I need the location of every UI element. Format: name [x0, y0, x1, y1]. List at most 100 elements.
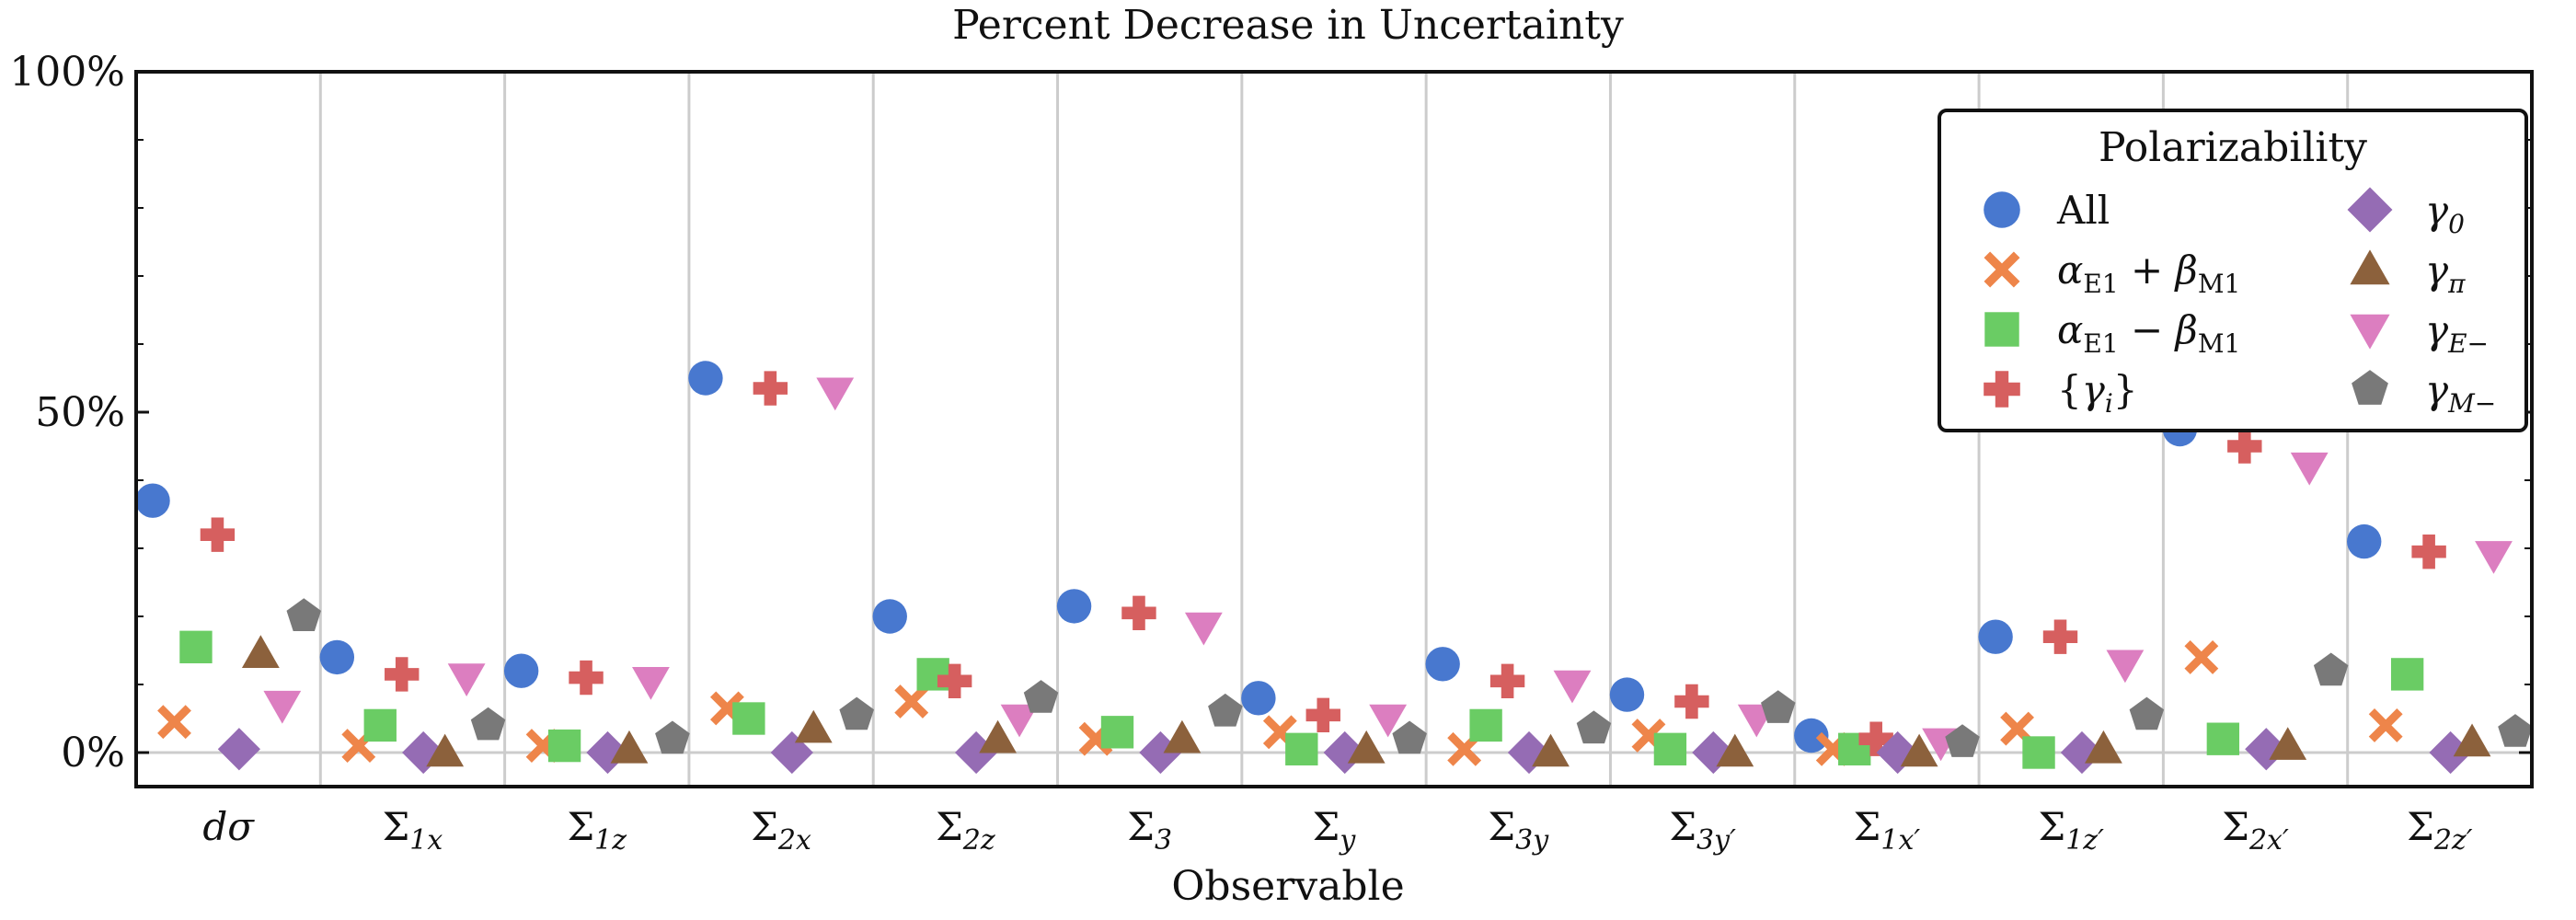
data-point — [2129, 696, 2165, 730]
y-tick-label: 100% — [9, 49, 125, 96]
x-tick-label: Σ1x′ — [1854, 804, 1921, 857]
data-point — [1858, 721, 1893, 756]
data-point — [2022, 736, 2055, 769]
data-point — [241, 635, 280, 668]
data-point — [2368, 707, 2403, 742]
data-point — [610, 730, 649, 764]
data-point — [770, 730, 813, 775]
data-point — [655, 720, 690, 754]
data-point — [1692, 730, 1735, 775]
data-point — [1056, 589, 1092, 624]
x-tick-label: Σ3y — [1488, 804, 1549, 857]
data-point — [1305, 697, 1340, 732]
data-point — [1674, 684, 1709, 719]
x-tick-label: Σ2x′ — [2222, 804, 2289, 857]
data-point — [2042, 619, 2078, 654]
data-point — [2106, 650, 2145, 684]
y-tick-label: 0% — [61, 730, 125, 776]
data-point — [1425, 647, 1460, 682]
data-point — [872, 599, 907, 634]
data-point — [1900, 733, 1938, 767]
data-point — [2313, 652, 2349, 686]
x-tick-label: Σy — [1313, 804, 1357, 857]
data-point — [2411, 535, 2446, 569]
data-point — [286, 598, 321, 631]
legend: Polarizability All αE1 + βM1 αE1 − βM1 {γi} γ… — [1938, 109, 2528, 432]
data-point — [2453, 723, 2491, 757]
data-point — [1163, 719, 1202, 753]
data-point — [1576, 710, 1612, 744]
legend-label: αE1 − βM1 — [2057, 307, 2240, 359]
data-point — [1507, 730, 1551, 775]
data-point — [2347, 523, 2382, 559]
data-point — [385, 657, 420, 692]
data-point — [2085, 730, 2122, 764]
chart-title: Percent Decrease in Uncertainty — [952, 2, 1624, 49]
legend-label: αE1 + βM1 — [2057, 247, 2240, 299]
data-point — [1489, 663, 1525, 698]
legend-marker — [2350, 249, 2390, 285]
data-point — [632, 667, 670, 700]
data-point — [816, 377, 855, 411]
legend-marker — [2350, 314, 2390, 350]
data-point — [2184, 639, 2219, 674]
data-point — [2206, 722, 2240, 755]
data-point — [135, 483, 170, 518]
data-point — [1285, 732, 1318, 765]
data-point — [503, 653, 539, 688]
legend-label: {γi} — [2057, 367, 2138, 419]
legend-label: γE− — [2425, 307, 2489, 359]
data-point — [447, 663, 486, 696]
data-point — [157, 705, 191, 740]
data-point — [547, 729, 581, 763]
data-point — [1553, 670, 1592, 704]
data-point — [894, 684, 929, 719]
data-point — [263, 690, 302, 724]
data-point — [1609, 677, 1645, 712]
legend-marker — [1984, 251, 2020, 288]
data-point — [753, 371, 788, 406]
data-point — [1000, 704, 1039, 738]
x-tick-label: Σ2x — [751, 804, 811, 857]
data-point — [1184, 612, 1223, 646]
data-point — [1369, 704, 1408, 738]
data-point — [839, 696, 874, 730]
x-tick-label: Σ2z — [936, 804, 995, 857]
x-tick-label: dσ — [202, 804, 255, 849]
data-point — [470, 707, 506, 741]
data-point — [319, 639, 355, 675]
data-point — [937, 663, 972, 698]
data-point — [179, 630, 213, 663]
data-point — [979, 719, 1017, 753]
plot-frame — [134, 70, 2534, 788]
data-point — [1208, 693, 1243, 727]
data-point — [426, 733, 465, 767]
x-tick-label: Σ1z′ — [2039, 804, 2105, 857]
legend-label: All — [2056, 188, 2110, 233]
data-point — [1139, 730, 1182, 775]
data-point — [1794, 718, 1829, 753]
data-point — [794, 709, 833, 743]
legend-marker — [1984, 191, 2020, 228]
legend-label: γ0 — [2425, 188, 2465, 239]
data-point — [200, 517, 236, 552]
data-point — [2390, 658, 2424, 691]
legend-marker — [1984, 312, 2019, 347]
data-point — [1347, 730, 1386, 764]
data-point — [1100, 716, 1134, 749]
marks-layer — [135, 361, 2533, 775]
data-point — [1978, 619, 2013, 654]
data-point — [1945, 724, 1980, 757]
data-point — [1653, 732, 1687, 765]
legend-marker — [2347, 187, 2393, 233]
data-point — [217, 728, 261, 771]
legend-title: Polarizability — [2099, 124, 2367, 171]
x-tick-label: Σ1x — [383, 804, 443, 857]
x-tick-label: Σ3y′ — [1669, 804, 1736, 857]
data-point — [1761, 690, 1796, 723]
axes-layer: 0% 50% 100% dσ Σ1x Σ1z Σ2x Σ2z Σ3 Σy Σ3y Σ3y′ Σ1x′ Σ1… — [9, 49, 2534, 857]
data-point — [363, 708, 397, 742]
data-point — [2227, 429, 2262, 464]
data-point — [569, 660, 604, 696]
